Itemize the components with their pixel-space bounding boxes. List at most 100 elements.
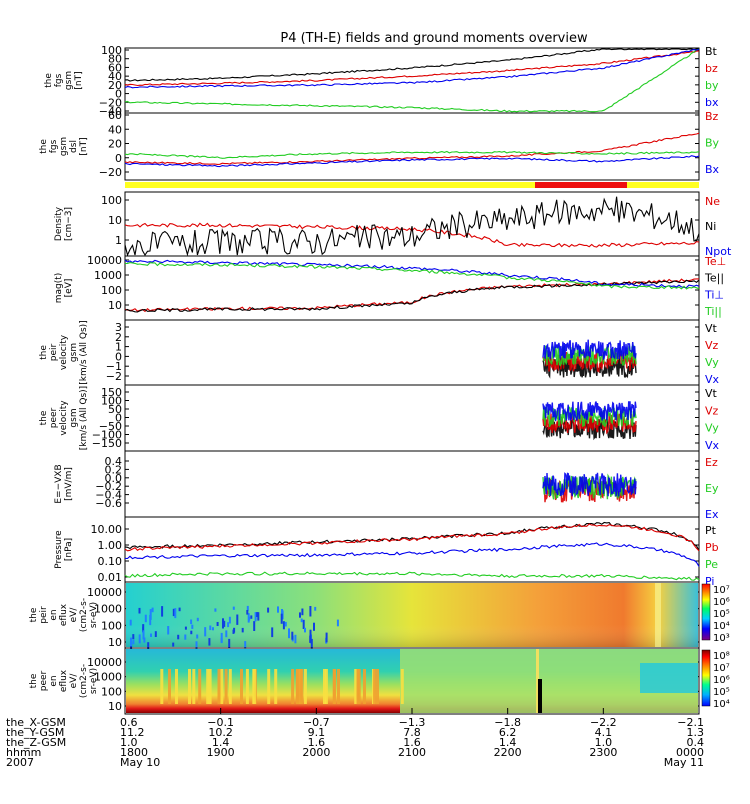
footer-value: 0.6 (120, 716, 138, 729)
spectrogram-pixel (310, 638, 313, 649)
footer-value: 1.0 (595, 736, 613, 749)
series-Ne (124, 222, 700, 248)
spectrogram-pixel (288, 628, 290, 639)
y-tick-label: 80 (108, 53, 122, 66)
colorbar-label: 10⁴ (713, 621, 730, 632)
colorbar-label: 10³ (713, 633, 730, 644)
spectrogram-pixel (149, 609, 152, 620)
legend-Vy: Vy (705, 422, 719, 435)
spectrogram-gap (538, 679, 542, 713)
spectrogram-pixel (196, 634, 199, 639)
spectrogram-pixel (142, 624, 145, 632)
y-axis-label-line: sr-eV) (89, 602, 99, 628)
y-axis-label-line: [cm−3] (64, 207, 74, 241)
footer-row-label: the_Z-GSM (6, 736, 66, 749)
spectrogram-pixel (228, 638, 231, 648)
spectrogram-burst (376, 669, 379, 704)
spectrogram-burst (291, 669, 295, 704)
panel-efield: E=−VXB [mV/m] 0.40.20.0−0.2−0.4−0.6 Ez Ey Ex (54, 450, 719, 521)
y-tick-label: 0 (115, 350, 122, 363)
y-tick-label: 0 (115, 412, 122, 425)
legend-bz: bz (705, 62, 718, 75)
spectrogram-pixel (254, 612, 257, 622)
footer-value: −0.7 (303, 716, 330, 729)
y-tick-label: 10 (108, 636, 122, 649)
footer-value: 6.2 (499, 726, 517, 739)
legend-Vx: Vx (705, 439, 720, 452)
y-axis-label-line: [mV/m] (64, 467, 74, 501)
y-tick-label: 100 (101, 685, 122, 698)
spectrogram-burst (333, 669, 337, 704)
footer-value: −2.1 (677, 716, 704, 729)
spectrogram-pixel (129, 619, 132, 626)
y-tick-label: 10 (108, 299, 122, 312)
spectrogram-burst (224, 669, 228, 704)
colorbar-label: 10⁵ (713, 609, 730, 620)
spectrogram-pixel (232, 606, 235, 610)
footer-row-label: the_X-GSM (6, 716, 66, 729)
spectrogram-pixel (144, 614, 147, 623)
panel-temperature: mag(t) [eV] 10000 1000 100 10 Te⊥ Te|| Ti⊥ Ti|| (54, 254, 726, 321)
spectrogram-region (640, 663, 698, 693)
spectrogram-burst (240, 669, 243, 704)
spectrogram-pixel (154, 631, 157, 637)
spectrogram-pixel (246, 610, 249, 615)
spectrogram-burst (168, 669, 171, 704)
spectrogram-pixel (214, 608, 217, 612)
spectrogram-burst (188, 669, 191, 704)
footer-value: 1800 (120, 746, 148, 759)
y-axis-label: E=−VXB [mV/m] (54, 464, 74, 503)
legend-Ey: Ey (705, 482, 719, 495)
spectrogram-pixel (142, 630, 145, 639)
legend-Npot: Npot (705, 245, 732, 258)
colorbar-label: 10⁶ (713, 597, 730, 608)
y-axis-label-line: [nT] (74, 71, 84, 89)
spectrogram-pixel (220, 638, 223, 643)
panel-peer-velocity: the peer velocity gsm [km/s (All Qs)] 1501005… (39, 384, 720, 452)
y-tick-label: 1 (115, 341, 122, 354)
spectrogram-pixel (184, 626, 187, 630)
legend-Ez: Ez (705, 456, 718, 469)
spectrogram-burst (303, 669, 307, 704)
spectrogram-pixel (309, 606, 312, 617)
series-bz (124, 50, 699, 87)
spectrogram-burst (175, 669, 178, 704)
y-tick-label: 2 (115, 331, 122, 344)
y-axis-label-line: peir (39, 606, 49, 624)
spectrogram-pixel (271, 627, 274, 638)
chart-title: P4 (TH-E) fields and ground moments over… (280, 31, 588, 46)
y-tick-label: 100 (101, 619, 122, 632)
spectrogram-pixel (209, 625, 212, 631)
y-axis-label-line: eV/ (69, 673, 79, 689)
y-tick-label: −40 (99, 105, 122, 118)
y-tick-label: −20 (99, 166, 122, 179)
y-axis-label: the peer en eflux eV/(cm2-s-sr-eV) (29, 664, 99, 698)
y-tick-label: 60 (108, 109, 122, 122)
y-tick-label: 1000 (94, 269, 122, 282)
y-axis-label-line: sr-eV) (89, 668, 99, 694)
footer-value: 1.6 (308, 736, 326, 749)
footer-value: 9.1 (308, 726, 326, 739)
spectrogram-burst (357, 669, 361, 704)
y-axis-label-line: gsm (69, 343, 79, 362)
spectrogram-pixel (161, 606, 164, 617)
y-tick-label: 1 (115, 234, 122, 247)
spectrogram-band (655, 583, 661, 647)
y-axis-label-line: velocity (59, 334, 69, 370)
series-Pb (124, 523, 700, 552)
y-axis-label-line: fgs (49, 139, 59, 153)
legend-Ti⊥: Ti⊥ (704, 288, 724, 301)
spectrogram-pixel (132, 639, 135, 645)
y-tick-label: 0.2 (105, 463, 123, 476)
series-by (124, 48, 700, 113)
y-tick-label: 0 (115, 88, 122, 101)
legend-Bz: Bz (705, 110, 719, 123)
spectrogram-pixel (150, 633, 152, 637)
footer-value: 1.6 (403, 736, 421, 749)
panel-pressure: Pressure [nPa] 10.00 1.00 0.10 0.01 Pt Pb Pe Pi (54, 516, 719, 588)
spectrogram-burst (337, 669, 340, 704)
panels: the fgs gsm [nT]100806040200−20−40Btbzbybxt… (29, 44, 732, 715)
spectrogram-pixel (130, 637, 132, 646)
legend-Pt: Pt (705, 524, 717, 537)
